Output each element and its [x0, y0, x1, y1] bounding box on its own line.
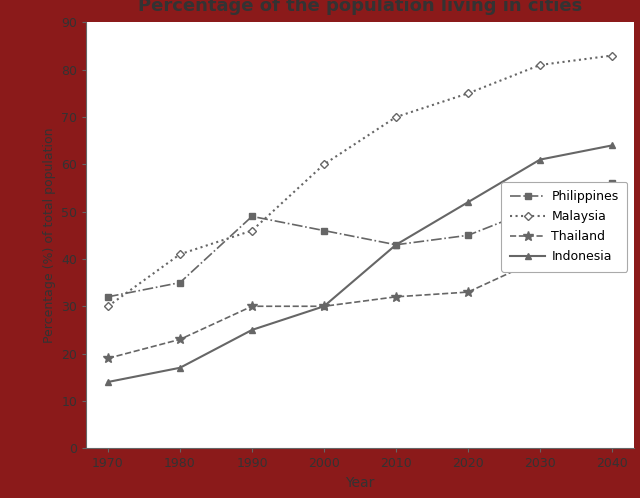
Malaysia	[320, 161, 328, 167]
X-axis label: Year: Year	[346, 476, 374, 490]
Malaysia	[104, 303, 112, 309]
Malaysia	[536, 62, 544, 68]
Thailand	[104, 356, 112, 362]
Malaysia	[248, 228, 256, 234]
Line: Philippines: Philippines	[105, 180, 615, 300]
Philippines	[176, 279, 184, 285]
Philippines	[392, 242, 400, 248]
Philippines	[464, 232, 472, 238]
Indonesia	[320, 303, 328, 309]
Indonesia	[464, 199, 472, 205]
Line: Thailand: Thailand	[103, 207, 617, 363]
Philippines	[536, 204, 544, 210]
Line: Malaysia: Malaysia	[105, 52, 615, 309]
Indonesia	[608, 142, 616, 148]
Philippines	[608, 180, 616, 186]
Malaysia	[392, 114, 400, 120]
Indonesia	[248, 327, 256, 333]
Thailand	[392, 294, 400, 300]
Indonesia	[536, 156, 544, 162]
Indonesia	[104, 379, 112, 385]
Title: Percentage of the population living in cities: Percentage of the population living in c…	[138, 0, 582, 15]
Malaysia	[608, 52, 616, 58]
Thailand	[608, 209, 616, 215]
Indonesia	[392, 242, 400, 248]
Y-axis label: Percentage (%) of total population: Percentage (%) of total population	[43, 127, 56, 343]
Philippines	[248, 213, 256, 219]
Legend: Philippines, Malaysia, Thailand, Indonesia: Philippines, Malaysia, Thailand, Indones…	[501, 182, 627, 272]
Malaysia	[464, 91, 472, 97]
Thailand	[464, 289, 472, 295]
Thailand	[536, 256, 544, 262]
Indonesia	[176, 365, 184, 371]
Thailand	[248, 303, 256, 309]
Thailand	[176, 337, 184, 343]
Philippines	[104, 294, 112, 300]
Malaysia	[176, 251, 184, 257]
Philippines	[320, 228, 328, 234]
Thailand	[320, 303, 328, 309]
Line: Indonesia: Indonesia	[104, 142, 616, 385]
